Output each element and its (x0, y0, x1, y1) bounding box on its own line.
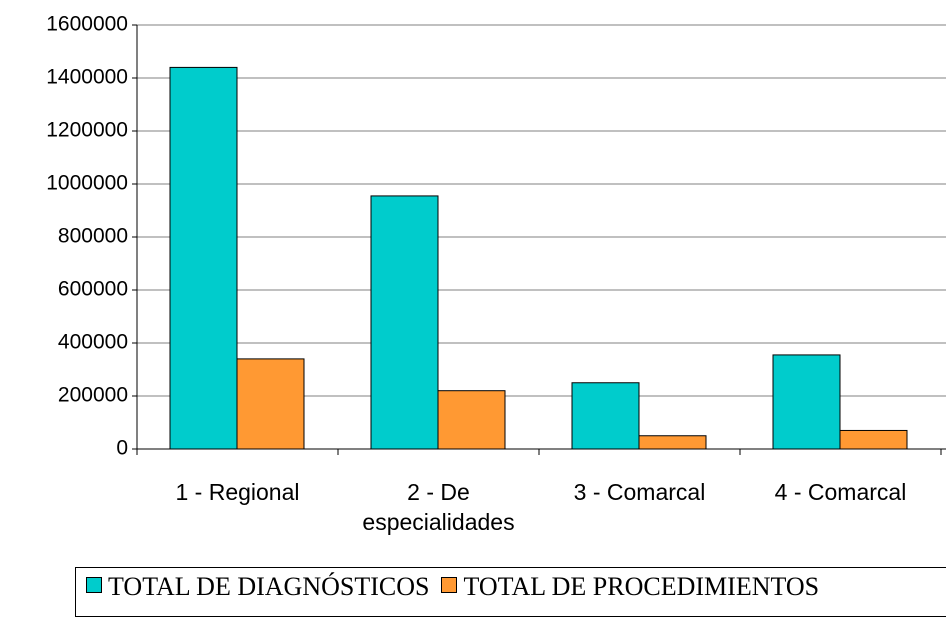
bar (839, 429, 908, 450)
chart: 0 200000 400000 600000 800000 1000000 1200000 1… (46, 13, 946, 460)
y-tick-label: 0 (116, 437, 128, 460)
legend-item: TOTAL DE DIAGNÓSTICOS (86, 572, 429, 602)
legend-label: TOTAL DE DIAGNÓSTICOS (108, 572, 430, 601)
bar (571, 382, 640, 450)
bar (638, 435, 707, 450)
bar (437, 390, 506, 450)
legend-swatch (86, 577, 102, 593)
y-tick-label: 800000 (58, 225, 128, 248)
x-tick-label: 1 - Regional (175, 479, 300, 505)
y-tick-label: 1600000 (46, 13, 128, 36)
x-tick-label: 4 - Comarcal (774, 479, 907, 505)
bar (370, 195, 439, 450)
legend-swatch (441, 577, 458, 593)
legend-item: TOTAL DE PROCEDIMIENTOS (441, 572, 819, 602)
bar (772, 354, 841, 450)
legend-label: TOTAL DE PROCEDIMIENTOS (463, 572, 820, 601)
y-tick-label: 1400000 (46, 66, 128, 89)
y-tick-label: 1000000 (46, 172, 128, 195)
x-tick-label: 2 - De especialidades (362, 479, 515, 535)
y-tick-label: 400000 (58, 331, 128, 354)
y-tick-label: 200000 (58, 384, 128, 407)
y-tick-label: 1200000 (46, 119, 128, 142)
bar (169, 66, 238, 450)
page: 0 200000 400000 600000 800000 1000000 1200000 1… (46, 12, 946, 617)
x-tick-label: 3 - Comarcal (573, 479, 706, 505)
bar (236, 358, 305, 450)
legend: TOTAL DE DIAGNÓSTICOS TOTAL DE PROCEDIMIE… (75, 567, 946, 617)
y-tick-label: 600000 (58, 278, 128, 301)
